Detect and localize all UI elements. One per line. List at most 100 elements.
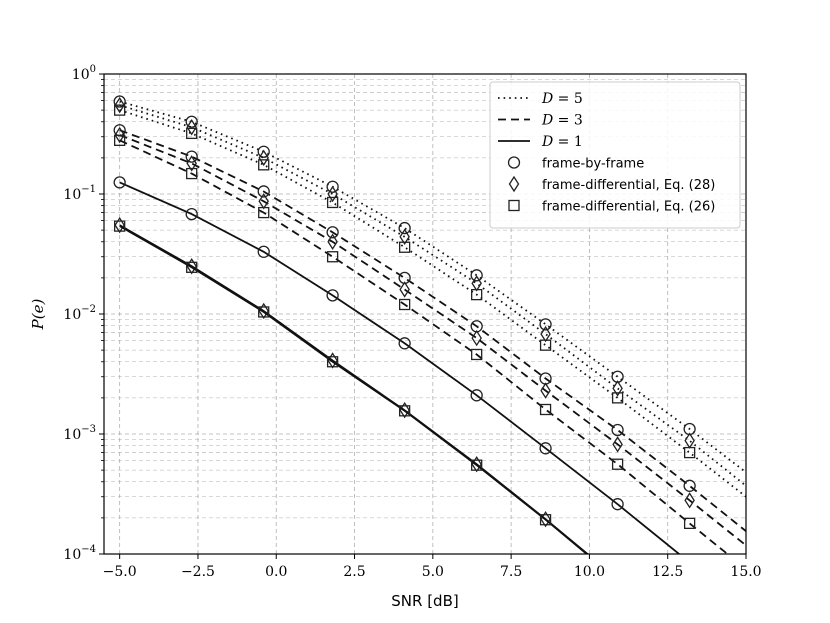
data-point-square [539, 514, 552, 526]
legend-marker-diamond [508, 175, 520, 193]
y-tick-label: 10−2 [63, 304, 96, 323]
legend: D = 5 D = 3 D = 1 frame-by-frame frame-diffe… [489, 81, 741, 229]
data-point-diamond [186, 155, 197, 172]
legend-marker-circle [507, 156, 521, 169]
data-point-diamond [186, 258, 197, 275]
y-axis: 10−4 10−3 10−2 10−1 100 [63, 64, 104, 563]
x-tick-label: 7.5 [500, 564, 522, 580]
data-point-square [114, 134, 126, 146]
x-tick-label: −5.0 [103, 564, 137, 580]
data-point-square [471, 288, 483, 301]
data-point-square [398, 241, 411, 253]
x-tick-label: 0.0 [265, 564, 287, 580]
x-axis: −5.0 −2.5 0.0 2.5 5.0 7.5 10.0 12.5 15.0 [103, 554, 762, 580]
x-tick-label: 12.5 [652, 564, 683, 580]
legend-label: D = 5 [541, 91, 583, 107]
series-D5-square [114, 104, 746, 498]
data-point-circle [470, 269, 483, 282]
data-point-diamond [186, 119, 197, 136]
x-axis-label: SNR [dB] [391, 592, 458, 610]
data-point-square [186, 261, 198, 273]
data-point-diamond [684, 492, 695, 509]
y-tick-label: 10−3 [63, 424, 96, 443]
y-tick-label: 10−4 [63, 544, 96, 563]
data-point-circle [257, 185, 270, 198]
data-point-circle [185, 207, 198, 221]
data-point-diamond [114, 216, 125, 234]
series-D3-square [114, 134, 729, 554]
series-line-D1 [119, 225, 589, 554]
data-point-circle [185, 115, 198, 128]
data-point-square [258, 306, 270, 318]
data-point-square [326, 196, 339, 209]
data-point-square [258, 159, 270, 171]
data-point-diamond [612, 380, 623, 397]
data-point-square [398, 405, 411, 417]
legend-label: D = 3 [541, 113, 583, 129]
data-point-circle [683, 479, 696, 492]
data-point-square [471, 459, 483, 471]
data-point-circle [257, 145, 270, 158]
data-point-diamond [399, 281, 410, 298]
x-tick-label: 5.0 [422, 564, 444, 580]
legend-label: frame-differential, Eq. (26) [542, 200, 715, 215]
data-point-diamond [114, 126, 125, 144]
series-line-D3 [119, 134, 746, 547]
legend-label: frame-differential, Eq. (28) [542, 178, 715, 193]
series-line-D1 [119, 181, 681, 554]
data-point-square [326, 251, 339, 263]
data-point-circle [113, 176, 126, 189]
x-tick-label: 2.5 [343, 564, 365, 580]
data-point-circle [539, 442, 552, 455]
series-line-D3 [119, 129, 746, 532]
data-point-square [326, 356, 339, 368]
data-point-circle [113, 95, 126, 108]
data-point-circle [326, 289, 339, 302]
legend-label: D = 1 [541, 134, 583, 150]
data-point-circle [398, 221, 411, 235]
data-point-square [539, 339, 552, 351]
data-point-diamond [540, 325, 551, 343]
series-D1-square [114, 220, 589, 554]
data-point-square [683, 517, 696, 530]
series-line-D5 [119, 100, 746, 474]
data-point-square [471, 348, 483, 361]
series-line-D3 [119, 139, 729, 554]
series-D3-diamond [114, 126, 746, 547]
data-point-square [611, 392, 624, 404]
data-point-square [611, 458, 624, 470]
data-point-circle [326, 226, 339, 239]
x-tick-label: 10.0 [574, 564, 605, 580]
data-point-square [539, 403, 552, 416]
data-point-diamond [540, 382, 551, 399]
data-point-diamond [327, 352, 338, 369]
series-layer [113, 95, 746, 554]
data-point-diamond [399, 228, 410, 245]
data-point-diamond [471, 329, 482, 347]
data-point-circle [611, 423, 624, 437]
data-point-diamond [258, 149, 269, 167]
data-point-circle [257, 245, 270, 258]
data-point-square [398, 298, 411, 311]
data-point-diamond [327, 185, 338, 203]
data-point-circle [326, 180, 339, 193]
data-point-square [114, 220, 126, 232]
data-point-circle [185, 150, 198, 163]
data-point-circle [539, 318, 552, 331]
y-axis-label: P(e) [29, 299, 47, 331]
data-point-square [114, 104, 126, 116]
data-point-diamond [114, 96, 125, 114]
data-point-circle [398, 337, 411, 350]
legend-box [489, 81, 741, 229]
series-D1-circle [113, 176, 681, 554]
x-tick-label: 15.0 [730, 564, 761, 580]
x-tick-label: −2.5 [181, 564, 215, 580]
y-tick-label: 10−1 [63, 184, 96, 203]
legend-label: frame-by-frame [542, 157, 644, 172]
data-point-square [258, 206, 270, 219]
data-point-diamond [612, 436, 623, 453]
data-point-circle [470, 389, 483, 402]
data-point-circle [611, 498, 624, 511]
data-point-diamond [327, 233, 338, 250]
